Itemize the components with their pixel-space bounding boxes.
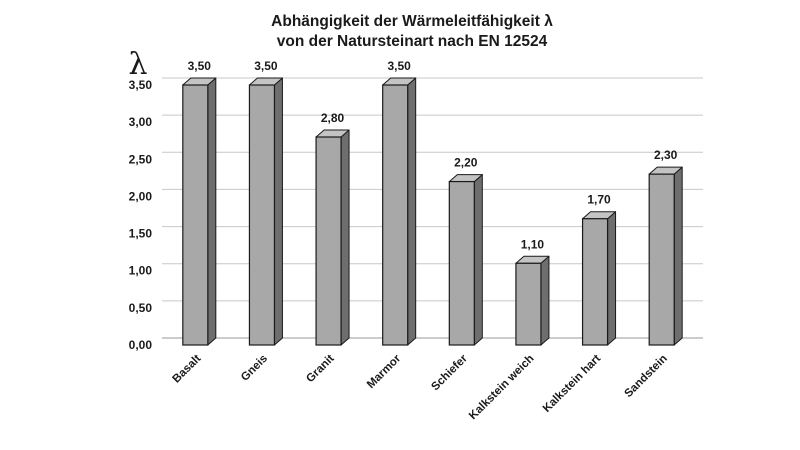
data-label: 1,10 <box>521 237 545 251</box>
bar-front-face <box>248 84 276 346</box>
bar <box>182 77 217 346</box>
x-tick-label: Kalkstein weich <box>467 353 537 423</box>
bar <box>448 174 483 346</box>
bar-front-face <box>648 173 675 346</box>
chart-title-line-2: von der Natursteinart nach EN 12524 <box>277 33 548 50</box>
data-label: 3,50 <box>254 59 278 73</box>
y-axis-label: λ <box>128 47 147 82</box>
bar-side-face <box>407 77 417 346</box>
x-tick-label: Sandstein <box>622 353 669 400</box>
x-tick-label: Schiefer <box>429 352 470 393</box>
data-label: 2,20 <box>454 156 478 170</box>
x-tick-label: Marmor <box>365 352 404 391</box>
bar-side-face <box>340 129 350 346</box>
y-tick-label: 3,00 <box>129 115 153 129</box>
bar-front-face <box>182 84 209 346</box>
data-label: 2,80 <box>321 111 345 125</box>
bar-side-face <box>673 166 683 346</box>
data-labels: 3,50 3,50 2,80 3,50 2,20 1,10 1,70 2,30 <box>188 59 678 251</box>
bar <box>315 129 350 346</box>
bar <box>382 77 417 346</box>
bar-front-face <box>515 262 542 346</box>
bar-side-face <box>607 211 617 346</box>
y-axis-ticks: 0,00 0,50 1,00 1,50 2,00 2,50 3,00 3,50 <box>129 78 153 352</box>
y-tick-label: 2,50 <box>129 152 153 166</box>
x-tick-label: Gneis <box>239 353 270 384</box>
bars <box>182 77 683 346</box>
data-label: 2,30 <box>654 148 678 162</box>
bar <box>648 166 683 346</box>
x-tick-label: Kalkstein hart <box>541 353 603 415</box>
data-label: 3,50 <box>388 59 412 73</box>
data-label: 3,50 <box>188 59 212 73</box>
y-tick-label: 3,50 <box>129 78 153 92</box>
y-tick-label: 0,00 <box>129 338 153 352</box>
x-axis-ticks: Basalt Gneis Granit Marmor SchieferKalkstein… <box>171 352 670 422</box>
bar <box>581 211 617 346</box>
grid-lines <box>162 77 703 339</box>
bar <box>515 255 550 346</box>
bar-front-face <box>448 180 475 346</box>
chart-title-line-1: Abhängigkeit der Wärmeleitfähigkeit λ <box>271 13 553 30</box>
bar-side-face <box>473 174 483 346</box>
bar-side-face <box>540 255 550 346</box>
data-label: 1,70 <box>587 193 611 207</box>
bar-front-face <box>581 218 609 346</box>
bar <box>248 77 283 346</box>
x-tick-label: Basalt <box>171 353 204 386</box>
y-tick-label: 2,00 <box>129 189 153 203</box>
y-tick-label: 0,50 <box>129 301 153 315</box>
y-tick-label: 1,50 <box>129 227 153 241</box>
x-tick-label: Granit <box>304 353 337 386</box>
bar-front-face <box>382 84 409 346</box>
bar-front-face <box>315 136 342 346</box>
bar-side-face <box>207 77 217 346</box>
y-tick-label: 1,00 <box>129 264 153 278</box>
bar-side-face <box>273 77 283 346</box>
